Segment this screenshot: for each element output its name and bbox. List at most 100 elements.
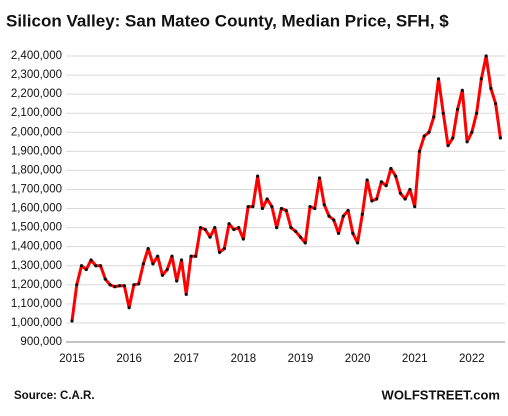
x-tick-label: 2018 xyxy=(231,353,257,365)
x-tick-label: 2022 xyxy=(459,353,485,365)
y-tick-label: 1,700,000 xyxy=(11,183,62,195)
data-point xyxy=(489,86,493,91)
y-tick-label: 900,000 xyxy=(20,336,62,348)
x-tick-label: 2016 xyxy=(116,353,142,365)
data-point xyxy=(227,222,231,226)
data-point xyxy=(160,273,165,277)
data-point xyxy=(132,283,136,287)
data-point xyxy=(432,115,436,119)
y-tick-label: 1,800,000 xyxy=(11,164,62,176)
data-point xyxy=(498,136,502,140)
data-point xyxy=(451,136,455,140)
data-point xyxy=(384,184,388,188)
chart-title: Silicon Valley: San Mateo County, Median… xyxy=(6,11,449,30)
data-point xyxy=(194,254,198,258)
data-point xyxy=(394,174,398,178)
data-point xyxy=(222,246,226,251)
data-point xyxy=(289,226,293,230)
data-point xyxy=(356,241,360,245)
x-tick-label: 2020 xyxy=(345,353,371,365)
data-point xyxy=(422,134,426,138)
data-point xyxy=(336,231,341,235)
y-tick-label: 2,100,000 xyxy=(11,107,62,119)
data-point xyxy=(275,226,279,230)
series-line xyxy=(70,54,502,322)
y-tick-label: 1,600,000 xyxy=(11,203,62,215)
data-point xyxy=(365,178,369,182)
data-point xyxy=(237,226,241,230)
data-point xyxy=(327,214,331,218)
x-tick-label: 2015 xyxy=(59,353,85,365)
data-point xyxy=(94,264,98,268)
data-point xyxy=(165,267,169,272)
x-tick-label: 2021 xyxy=(402,353,428,365)
data-point xyxy=(303,241,307,245)
data-point xyxy=(379,180,383,184)
brand: WOLFSTREET.com xyxy=(382,387,500,402)
data-point xyxy=(127,306,131,310)
data-point xyxy=(389,166,393,171)
source: Source: C.A.R. xyxy=(14,390,95,402)
data-point xyxy=(441,111,445,115)
y-tick-label: 2,400,000 xyxy=(11,50,62,62)
data-point xyxy=(141,262,145,266)
data-point xyxy=(213,226,217,230)
y-tick-label: 2,300,000 xyxy=(11,69,62,81)
data-point xyxy=(189,254,193,258)
data-point xyxy=(370,199,374,203)
data-point xyxy=(251,205,255,209)
x-tick-label: 2019 xyxy=(288,353,314,365)
data-point xyxy=(436,77,441,81)
y-tick-label: 1,000,000 xyxy=(11,317,62,329)
data-point xyxy=(146,246,150,251)
y-tick-label: 2,200,000 xyxy=(11,88,62,100)
data-point xyxy=(98,264,103,268)
data-point xyxy=(294,229,298,234)
data-point xyxy=(398,191,403,195)
data-point xyxy=(479,77,483,81)
y-tick-label: 1,300,000 xyxy=(11,260,62,272)
data-point xyxy=(208,235,212,239)
data-point xyxy=(175,279,179,283)
data-point xyxy=(79,264,84,268)
data-point xyxy=(284,208,288,213)
data-point xyxy=(241,237,245,241)
data-point xyxy=(75,283,79,287)
data-point xyxy=(332,218,336,222)
data-point xyxy=(70,319,74,323)
data-point xyxy=(446,144,450,148)
data-point xyxy=(260,206,264,211)
y-tick-label: 2,000,000 xyxy=(11,126,62,138)
data-point xyxy=(317,176,322,180)
y-tick-label: 1,200,000 xyxy=(11,279,62,291)
data-point xyxy=(179,258,184,262)
data-point xyxy=(417,149,422,153)
data-point xyxy=(256,174,260,178)
data-point xyxy=(184,292,188,296)
data-point xyxy=(351,231,355,235)
data-point xyxy=(470,130,474,134)
x-tick-label: 2017 xyxy=(173,353,199,365)
data-point xyxy=(203,227,207,232)
data-point xyxy=(484,54,488,58)
data-point xyxy=(322,203,326,207)
data-point xyxy=(308,205,312,209)
data-point xyxy=(113,285,117,289)
data-point xyxy=(465,140,469,144)
data-point xyxy=(84,267,88,272)
data-point xyxy=(455,107,460,111)
data-point xyxy=(265,197,269,201)
data-point xyxy=(427,130,431,134)
data-point xyxy=(313,206,317,211)
data-point xyxy=(122,284,126,288)
data-point xyxy=(118,284,122,288)
data-point xyxy=(108,283,112,287)
data-point xyxy=(460,88,464,92)
data-point xyxy=(298,235,303,239)
data-point xyxy=(360,212,364,216)
data-point xyxy=(246,205,250,209)
y-tick-label: 1,400,000 xyxy=(11,241,62,253)
data-point xyxy=(217,250,222,254)
data-point xyxy=(279,206,284,211)
